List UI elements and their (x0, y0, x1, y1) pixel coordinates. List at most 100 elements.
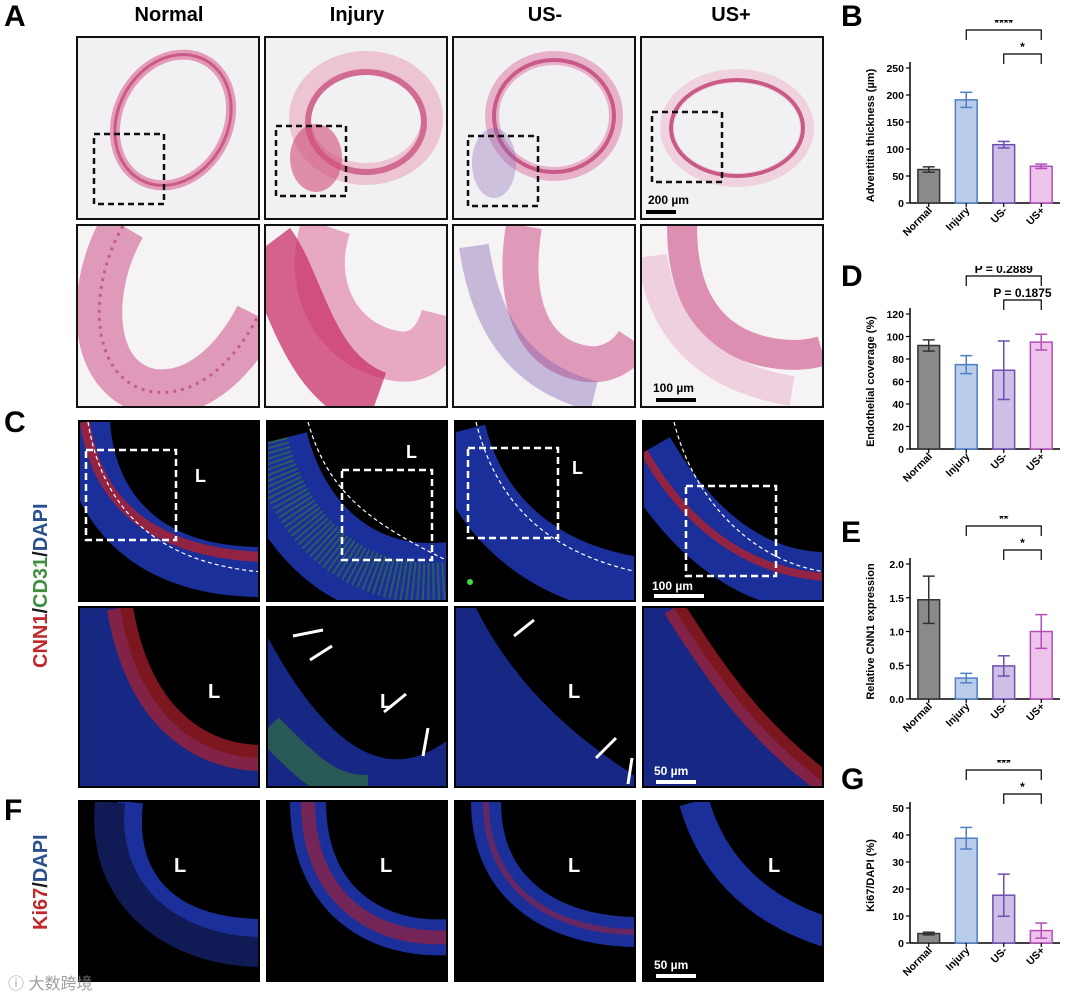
stain-label-ki67-dapi: Ki67/DAPI (30, 834, 53, 930)
stain-label-part: CD31 (30, 556, 52, 608)
stain-label-part: CNN1 (30, 613, 52, 668)
x-tick-label: US+ (1024, 451, 1047, 474)
x-tick-label: Normal (901, 205, 935, 239)
y-tick-label: 150 (886, 117, 904, 129)
column-title-injury: Injury (329, 4, 385, 26)
bar-us-minusplus (1029, 165, 1053, 204)
scalebar-label-he-bottom: 100 µm (653, 381, 694, 395)
x-tick-label: US- (989, 944, 1011, 966)
column-title-us-minus: US- (527, 4, 563, 26)
y-tick-label: 120 (886, 309, 904, 321)
significance-bracket (1003, 53, 1042, 64)
significance-label: * (1020, 536, 1025, 550)
panel-letter-a: A (4, 0, 26, 33)
he-zoom-us-plus (640, 224, 824, 408)
y-tick-label: 40 (892, 399, 904, 411)
lumen-label: L (195, 466, 206, 486)
if-zoom-normal: L (78, 606, 260, 788)
he-overview-us-plus (640, 36, 824, 220)
bar-us-minus (992, 143, 1016, 204)
y-tick-label: 10 (892, 911, 904, 923)
x-tick-label: US- (989, 204, 1011, 226)
significance-bracket (1003, 299, 1042, 310)
bar-injury (954, 363, 978, 450)
lumen-label: L (208, 681, 220, 703)
significance-label: * (1020, 40, 1025, 54)
if-overview-us-plus (642, 420, 824, 602)
significance-label: P = 0.2889 (975, 266, 1033, 276)
y-axis-label: Adventitia thickness (µm) (865, 68, 877, 202)
y-tick-label: 20 (892, 422, 904, 434)
y-tick-label: 2.0 (889, 559, 904, 571)
significance-label: *** (997, 760, 1011, 770)
if-overview-us-minus: L (454, 420, 636, 602)
panel-letter-d: D (841, 260, 863, 293)
lumen-label: L (174, 855, 186, 877)
x-tick-label: Injury (944, 205, 973, 234)
he-zoom-us-minus (452, 224, 636, 408)
stain-label-part: Ki67 (30, 887, 52, 930)
panel-letter-f: F (4, 794, 23, 827)
x-tick-label: US- (989, 700, 1011, 722)
significance-bracket (965, 29, 1042, 40)
lumen-label: L (572, 458, 583, 478)
watermark-logo-icon: ⓘ (8, 976, 29, 993)
scalebar-label-ki67: 50 µm (654, 958, 689, 972)
panel-letter-b: B (841, 0, 863, 33)
y-tick-label: 100 (886, 332, 904, 344)
significance-label: * (1020, 780, 1025, 794)
y-tick-label: 0.0 (889, 694, 904, 706)
y-tick-label: 0 (898, 938, 904, 950)
significance-label: ** (999, 516, 1009, 526)
x-tick-label: Injury (944, 945, 973, 974)
y-tick-label: 50 (892, 171, 904, 183)
scalebar-label-if-bottom: 50 µm (654, 764, 689, 778)
watermark-text: 大数跨境 (28, 976, 93, 993)
chart-b-adventitia-thickness: Adventitia thickness (µm) 0 50 100 150 200 250… (865, 20, 1060, 239)
y-tick-label: 250 (886, 63, 904, 75)
x-tick-label: Injury (944, 701, 973, 730)
y-axis-label: Endothelial coverage (%) (865, 316, 877, 447)
x-tick-label: US+ (1024, 205, 1047, 228)
x-tick-label: Normal (901, 701, 935, 735)
stain-label-cnn1-cd31-dapi: CNN1/CD31/DAPI (30, 503, 53, 668)
y-tick-label: 200 (886, 90, 904, 102)
lumen-label: L (768, 855, 780, 877)
significance-label: P = 0.1875 (993, 286, 1051, 300)
bar-injury (954, 99, 978, 204)
y-tick-label: 40 (892, 830, 904, 842)
if-zoom-us-minus: L (454, 606, 636, 788)
significance-bracket (1003, 549, 1042, 560)
lumen-label: L (568, 855, 580, 877)
x-tick-label: US+ (1024, 701, 1047, 724)
scalebar-label-he-top: 200 µm (648, 193, 689, 207)
lumen-label: L (406, 442, 417, 462)
significance-bracket (965, 769, 1042, 780)
ki67-us-minus: L (454, 800, 636, 982)
significance-bracket (965, 525, 1042, 536)
stain-label-part: DAPI (30, 503, 52, 552)
panel-letter-g: G (841, 763, 865, 796)
y-axis-label: Relative CNN1 expression (865, 563, 877, 700)
chart-g-ki67-dapi: Ki67/DAPI (%) 0 10 20 30 40 50 Normal Injury US- U… (865, 760, 1060, 979)
x-tick-label: Normal (901, 451, 935, 485)
panel-letter-e: E (841, 516, 862, 549)
column-title-normal: Normal (134, 4, 204, 26)
x-tick-label: Normal (901, 945, 935, 979)
chart-e-cnn1-expression: Relative CNN1 expression 0.0 0.5 1.0 1.5 2.0 N… (865, 516, 1060, 735)
significance-bracket (1003, 793, 1042, 804)
y-tick-label: 50 (892, 803, 904, 815)
y-tick-label: 0.5 (889, 660, 904, 672)
y-tick-label: 1.5 (889, 593, 904, 605)
bar-normal (917, 168, 941, 204)
he-overview-normal (76, 36, 260, 220)
scalebar-label-if-top: 100 µm (652, 579, 693, 593)
bar-injury (954, 837, 978, 944)
significance-bracket (965, 275, 1042, 286)
lumen-label: L (568, 681, 580, 703)
chart-d-endothelial-coverage: Endothelial coverage (%) 0 20 40 60 80 100 120 N… (865, 266, 1060, 485)
column-title-us-plus: US+ (711, 4, 751, 26)
he-overview-injury (264, 36, 448, 220)
he-zoom-normal (76, 224, 260, 408)
stain-label-part: / (30, 882, 52, 888)
